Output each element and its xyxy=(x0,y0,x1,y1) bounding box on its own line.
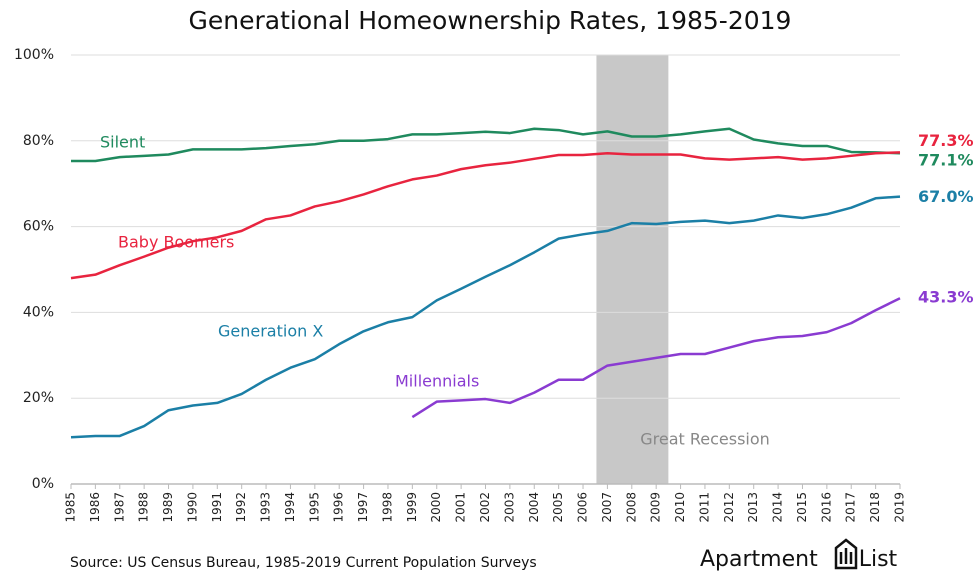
recession-band xyxy=(596,55,669,484)
logo-text: Apartment List xyxy=(700,547,898,572)
x-tick-label: 2004 xyxy=(527,492,541,523)
x-tick-label: 2001 xyxy=(454,492,468,523)
x-tick-label: 1995 xyxy=(307,492,321,523)
source-note: Source: US Census Bureau, 1985-2019 Curr… xyxy=(70,555,537,571)
x-tick-label: 2000 xyxy=(429,492,443,523)
logo: Apartment List xyxy=(700,538,898,572)
y-tick-label: 60% xyxy=(23,219,54,235)
x-tick-label: 2018 xyxy=(868,492,882,523)
logo-icon xyxy=(834,538,858,570)
x-tick-label: 2003 xyxy=(502,492,516,523)
series-line xyxy=(71,127,901,163)
x-tick-label: 1988 xyxy=(137,492,151,523)
x-tick-label: 1990 xyxy=(185,492,199,523)
x-tick-label: 2013 xyxy=(746,492,760,523)
x-tick-label: 1999 xyxy=(405,492,419,523)
series-label: Generation X xyxy=(218,322,323,341)
series-label: Baby Boomers xyxy=(118,233,234,252)
x-tick-label: 1986 xyxy=(88,492,102,523)
y-tick-label: 0% xyxy=(32,476,54,492)
value-label: 77.3% xyxy=(918,131,974,150)
x-tick-label: 2016 xyxy=(819,492,833,523)
x-tick-label: 2008 xyxy=(624,492,638,523)
y-tick-label: 100% xyxy=(14,47,54,63)
x-tick-label: 1989 xyxy=(161,492,175,523)
x-tick-label: 1985 xyxy=(64,492,78,523)
chart-title: Generational Homeownership Rates, 1985-2… xyxy=(189,6,792,35)
x-tick-label: 2002 xyxy=(478,492,492,523)
series-label: Silent xyxy=(100,133,145,152)
x-tick-label: 1996 xyxy=(332,492,346,523)
series-line xyxy=(411,297,901,419)
x-tick-label: 1997 xyxy=(356,492,370,523)
value-label: 77.1% xyxy=(918,151,974,170)
x-tick-label: 2012 xyxy=(722,492,736,523)
x-tick-label: 2014 xyxy=(771,492,785,523)
x-tick-label: 2010 xyxy=(673,492,687,523)
recession-label: Great Recession xyxy=(640,430,770,449)
y-tick-label: 40% xyxy=(23,304,54,320)
x-tick-label: 2015 xyxy=(795,492,809,523)
x-tick-label: 1991 xyxy=(210,492,224,523)
x-tick-label: 2011 xyxy=(697,492,711,523)
x-tick-label: 1992 xyxy=(234,492,248,523)
x-tick-label: 2009 xyxy=(649,492,663,523)
x-tick-label: 2007 xyxy=(600,492,614,523)
x-tick-label: 1987 xyxy=(112,492,126,523)
y-tick-label: 80% xyxy=(23,133,54,149)
series-label: Millennials xyxy=(395,372,479,391)
x-tick-label: 2006 xyxy=(576,492,590,523)
x-tick-label: 2017 xyxy=(844,492,858,523)
series-line xyxy=(70,151,901,280)
x-tick-label: 2019 xyxy=(893,492,907,523)
series-line xyxy=(70,195,901,439)
x-tick-label: 2005 xyxy=(551,492,565,523)
x-tick-label: 1993 xyxy=(259,492,273,523)
x-tick-label: 1998 xyxy=(380,492,394,523)
value-label: 43.3% xyxy=(918,288,974,307)
y-tick-label: 20% xyxy=(23,390,54,406)
x-tick-label: 1994 xyxy=(283,492,297,523)
value-label: 67.0% xyxy=(918,187,974,206)
